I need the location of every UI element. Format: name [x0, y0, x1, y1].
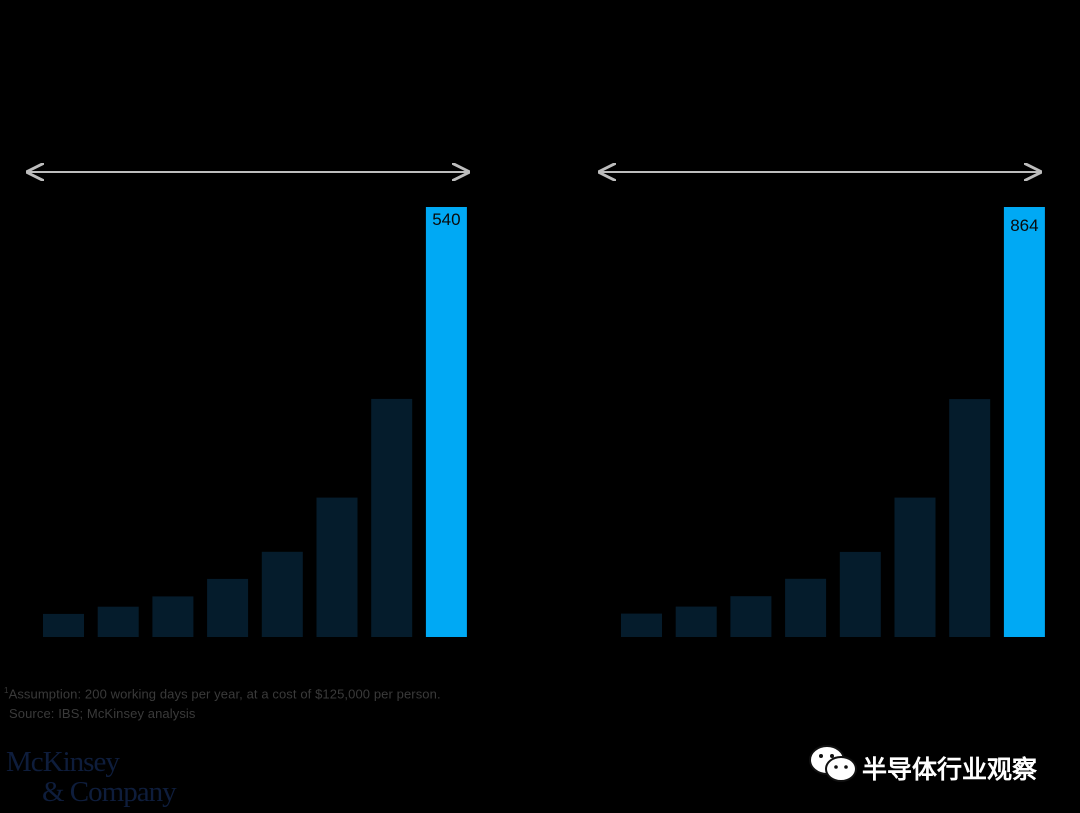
footnote-assumption-text: Assumption: 200 working days per year, a…	[8, 686, 441, 702]
left-bar-chart: 540	[28, 172, 468, 637]
bar	[730, 596, 772, 637]
logo-line-2: & Company	[42, 776, 177, 808]
bar	[97, 606, 139, 637]
bar	[675, 606, 717, 637]
bar-value-label: 864	[1010, 216, 1038, 235]
bar	[207, 578, 249, 637]
footnote-superscript: 1	[4, 686, 9, 695]
bar-highlight	[1003, 207, 1045, 637]
bar-value-label: 540	[432, 210, 460, 229]
bar	[371, 398, 413, 637]
watermark: 半导体行业观察	[808, 742, 1058, 792]
footnote-source: Source: IBS; McKinsey analysis	[9, 706, 196, 721]
bar	[316, 497, 358, 637]
right-bar-chart: 864	[600, 172, 1045, 637]
bar	[839, 551, 881, 637]
mckinsey-logo: McKinsey & Company	[6, 748, 196, 812]
bar	[152, 596, 194, 637]
bar	[894, 497, 936, 637]
logo-line-1: McKinsey	[6, 746, 120, 778]
bar	[43, 613, 84, 637]
bar	[621, 613, 662, 637]
footnote-assumption: 1Assumption: 200 working days per year, …	[4, 686, 441, 701]
watermark-text: 半导体行业观察	[862, 755, 1038, 784]
bar	[785, 578, 827, 637]
bar	[261, 551, 303, 637]
bar-highlight	[425, 207, 467, 637]
wechat-icon	[809, 745, 857, 782]
bar	[949, 399, 991, 637]
